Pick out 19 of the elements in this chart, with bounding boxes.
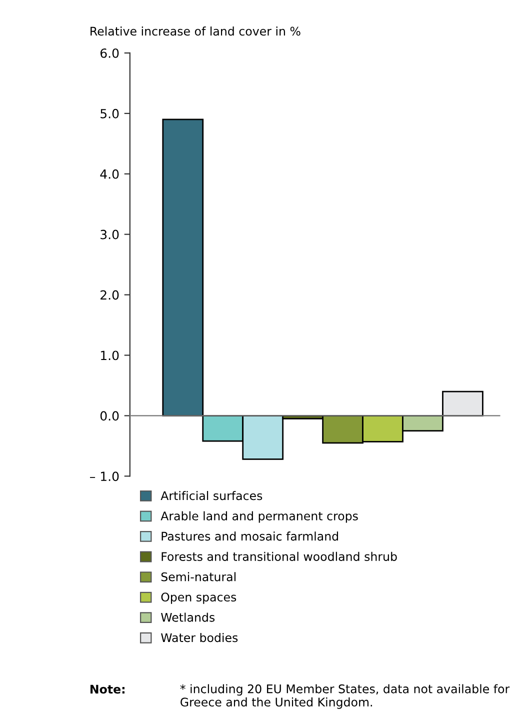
legend-label: Water bodies <box>161 632 238 642</box>
y-tick-label: 5.0 <box>100 108 119 118</box>
legend-label: Arable land and permanent crops <box>160 511 358 523</box>
y-tick-label: 1.0 <box>101 350 119 360</box>
text: * including 20 EU Member States, data not available for Greece and the United Kingdom. <box>180 684 510 709</box>
y-tick-label: 6.0 <box>100 48 119 58</box>
y-tick-label: – 1.0 <box>90 472 119 482</box>
y-tick-label: 2.0 <box>100 290 119 300</box>
legend-label: Artificial surfaces <box>160 491 262 500</box>
text: Note: <box>90 684 124 694</box>
legend-label: Open spaces <box>161 592 236 604</box>
y-axis-title: Relative increase of land cover in % <box>90 26 300 36</box>
legend-label: Semi-natural <box>161 572 236 582</box>
y-tick-label: 0.0 <box>100 411 119 421</box>
legend-label: Forests and transitional woodland shrub <box>162 552 397 561</box>
y-tick-label: 4.0 <box>100 169 119 179</box>
legend-label: Pastures and mosaic farmland <box>162 532 338 541</box>
legend-label: Wetlands <box>161 612 215 622</box>
y-tick-label: 3.0 <box>100 230 119 240</box>
